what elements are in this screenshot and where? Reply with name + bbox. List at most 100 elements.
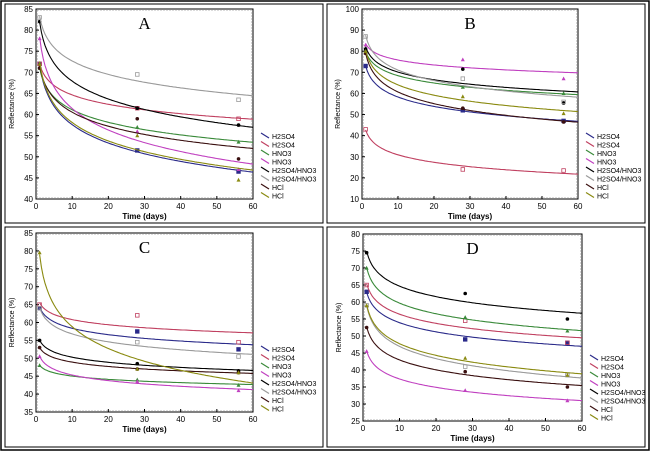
- legend-swatch: [260, 370, 270, 378]
- series-line-hno3: [39, 36, 254, 165]
- data-point: [135, 329, 140, 334]
- legend-swatch: [585, 174, 595, 182]
- data-point: [561, 101, 566, 105]
- series-line-h2so4: [39, 63, 254, 173]
- x-tick-label: 60: [249, 202, 258, 211]
- data-point: [561, 91, 566, 96]
- data-point: [236, 382, 241, 387]
- chart-panel-C: 0 10 20 30 40 50 60 35 40 45 50 55 60 65 70 75 80 85 Time …: [9, 229, 316, 434]
- x-tick-label: 0: [360, 202, 365, 211]
- data-point: [565, 385, 570, 389]
- y-tick-label: 80: [24, 247, 33, 256]
- x-axis-label: Time (days): [450, 434, 495, 443]
- data-point: [463, 291, 468, 296]
- data-point: [236, 388, 241, 393]
- y-tick-label: 30: [351, 400, 360, 409]
- legend-swatch: [585, 166, 595, 173]
- data-point: [462, 364, 468, 369]
- series-line-hno3: [39, 364, 253, 386]
- legend-label: H2SO4/HNO3: [272, 390, 316, 397]
- legend-swatch: [589, 388, 599, 395]
- legend-swatch: [260, 157, 270, 165]
- legend-label: HCl: [272, 185, 284, 192]
- panel-frame: [4, 226, 324, 448]
- legend-swatch: [585, 191, 595, 199]
- legend-label: H2SO4: [601, 365, 624, 372]
- series-line-h2so4/hno3: [39, 21, 254, 128]
- data-point: [364, 289, 369, 294]
- data-point: [363, 63, 368, 69]
- y-tick-label: 85: [24, 229, 33, 238]
- legend-label: H2SO4: [272, 143, 295, 150]
- legend-swatch: [260, 379, 270, 386]
- data-point: [236, 347, 241, 352]
- legend-label: H2SO4/HNO3: [272, 168, 316, 175]
- series-line-h2so4: [366, 283, 583, 339]
- data-point: [135, 125, 140, 129]
- y-tick-label: 75: [351, 247, 360, 256]
- data-point: [37, 36, 42, 41]
- y-tick-label: 60: [24, 111, 33, 120]
- data-point: [364, 265, 369, 270]
- y-tick-label: 70: [351, 264, 360, 273]
- x-tick-label: 30: [468, 424, 477, 433]
- y-tick-label: 50: [351, 332, 360, 341]
- y-tick-label: 100: [346, 5, 360, 14]
- y-tick-label: 45: [24, 174, 33, 183]
- y-tick-label: 40: [24, 390, 33, 399]
- legend-swatch: [589, 379, 599, 387]
- x-tick-label: 20: [104, 415, 113, 424]
- legend-swatch: [589, 362, 599, 370]
- y-tick-label: 40: [351, 366, 360, 375]
- y-tick-label: 40: [350, 132, 359, 141]
- y-tick-label: 60: [350, 89, 359, 98]
- y-tick-label: 60: [351, 298, 360, 307]
- data-point: [565, 340, 570, 345]
- x-tick-label: 40: [502, 202, 511, 211]
- y-tick-label: 75: [24, 265, 33, 274]
- y-tick-label: 50: [24, 153, 33, 162]
- x-tick-label: 50: [212, 202, 221, 211]
- y-axis-label: Reflectance (%): [9, 79, 16, 129]
- series-line-h2so4/hno3: [365, 46, 579, 93]
- panel-title: D: [466, 239, 478, 258]
- panel-frame: [326, 226, 646, 448]
- legend-swatch: [260, 362, 270, 369]
- plot-inner-border: [363, 10, 577, 198]
- x-tick-label: 0: [34, 202, 39, 211]
- data-point: [135, 72, 140, 77]
- y-tick-label: 80: [24, 26, 33, 35]
- panel-title: B: [464, 14, 475, 33]
- data-point: [561, 76, 566, 81]
- x-tick-label: 20: [432, 424, 441, 433]
- panel-title: A: [138, 14, 151, 33]
- x-axis-label: Time (days): [448, 212, 493, 221]
- y-tick-label: 80: [350, 47, 359, 56]
- data-point: [364, 349, 369, 353]
- legend-label: HCl: [597, 194, 609, 201]
- y-tick-label: 85: [24, 5, 33, 14]
- legend-label: H2SO4: [272, 347, 295, 354]
- x-tick-label: 50: [212, 415, 221, 424]
- series-line-h2so4/hno3: [366, 251, 583, 314]
- data-point: [236, 123, 241, 127]
- x-tick-label: 0: [361, 424, 366, 433]
- legend-label: H2SO4/HNO3: [601, 390, 645, 397]
- legend-swatch: [260, 149, 270, 156]
- legend-swatch: [260, 345, 270, 352]
- data-point: [565, 372, 570, 377]
- series-line-hcl: [39, 61, 254, 171]
- y-tick-label: 30: [350, 153, 359, 162]
- data-point: [135, 366, 140, 371]
- data-point: [236, 370, 241, 375]
- legend-label: H2SO4/HNO3: [597, 177, 641, 184]
- legend-swatch: [589, 413, 599, 421]
- panel-frame: [4, 3, 324, 224]
- data-point: [236, 167, 241, 172]
- y-tick-label: 40: [24, 195, 33, 204]
- data-point: [135, 116, 140, 121]
- data-point: [135, 133, 140, 138]
- data-point: [37, 15, 42, 20]
- legend-swatch: [260, 132, 270, 139]
